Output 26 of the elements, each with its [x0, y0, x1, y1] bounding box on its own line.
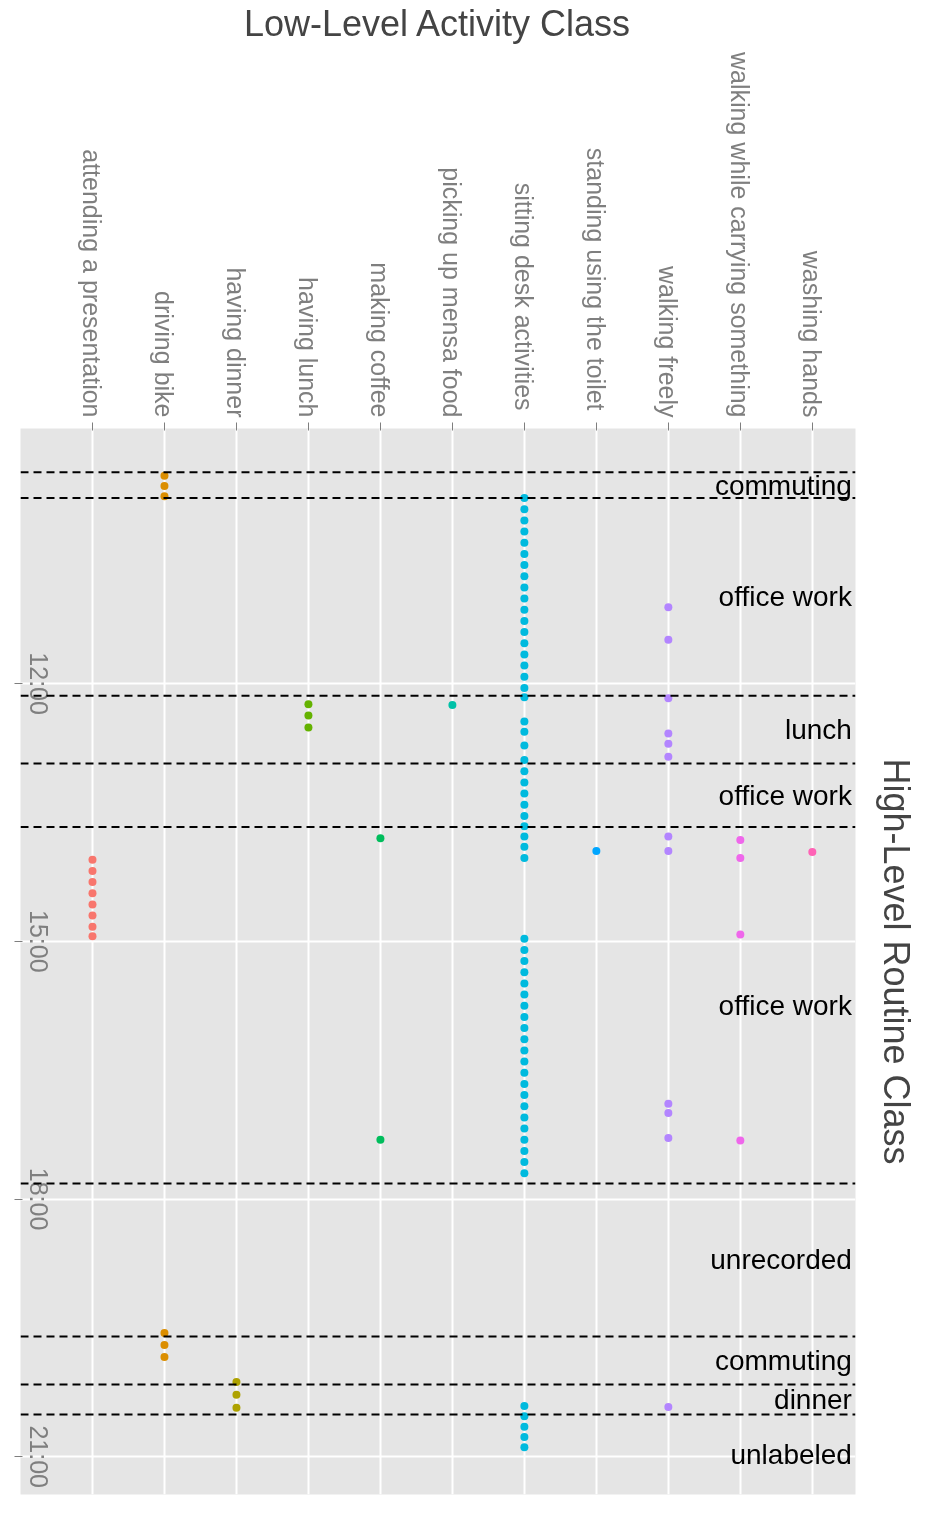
y-tick-label: 18:00 [24, 1167, 53, 1231]
annotation: office work [718, 581, 853, 613]
x-tick-label: making coffee [366, 262, 395, 418]
annotation: office work [718, 989, 853, 1021]
y-axis-title: High-Level Routine Class [875, 758, 917, 1165]
x-tick-label: driving bike [150, 291, 179, 418]
annotation: office work [718, 779, 853, 811]
x-tick-label: standing using the toilet [582, 147, 611, 411]
y-tick-label: 21:00 [24, 1425, 53, 1488]
y-tick-label: 12:00 [24, 652, 53, 715]
annotation: unlabeled [730, 1439, 852, 1471]
x-tick-label: walking freely [654, 265, 683, 418]
annotation: commuting [714, 469, 852, 501]
annotation: lunch [784, 714, 852, 746]
x-tick-label: walking while carrying something [726, 51, 755, 418]
x-tick-label: sitting desk activities [510, 182, 539, 411]
annotation: commuting [714, 1345, 852, 1376]
x-axis-title: Low-Level Activity Class [243, 3, 631, 45]
annotation: dinner [774, 1384, 852, 1416]
x-tick-label: having dinner [222, 267, 251, 418]
annotation: unrecorded [710, 1244, 852, 1276]
x-tick-label: washing hands [798, 249, 827, 418]
x-tick-label: attending a presentation [78, 149, 107, 418]
y-tick-label: 15:00 [24, 910, 53, 973]
x-tick-label: picking up mensa food [438, 167, 467, 418]
x-tick-label: having lunch [294, 277, 323, 418]
